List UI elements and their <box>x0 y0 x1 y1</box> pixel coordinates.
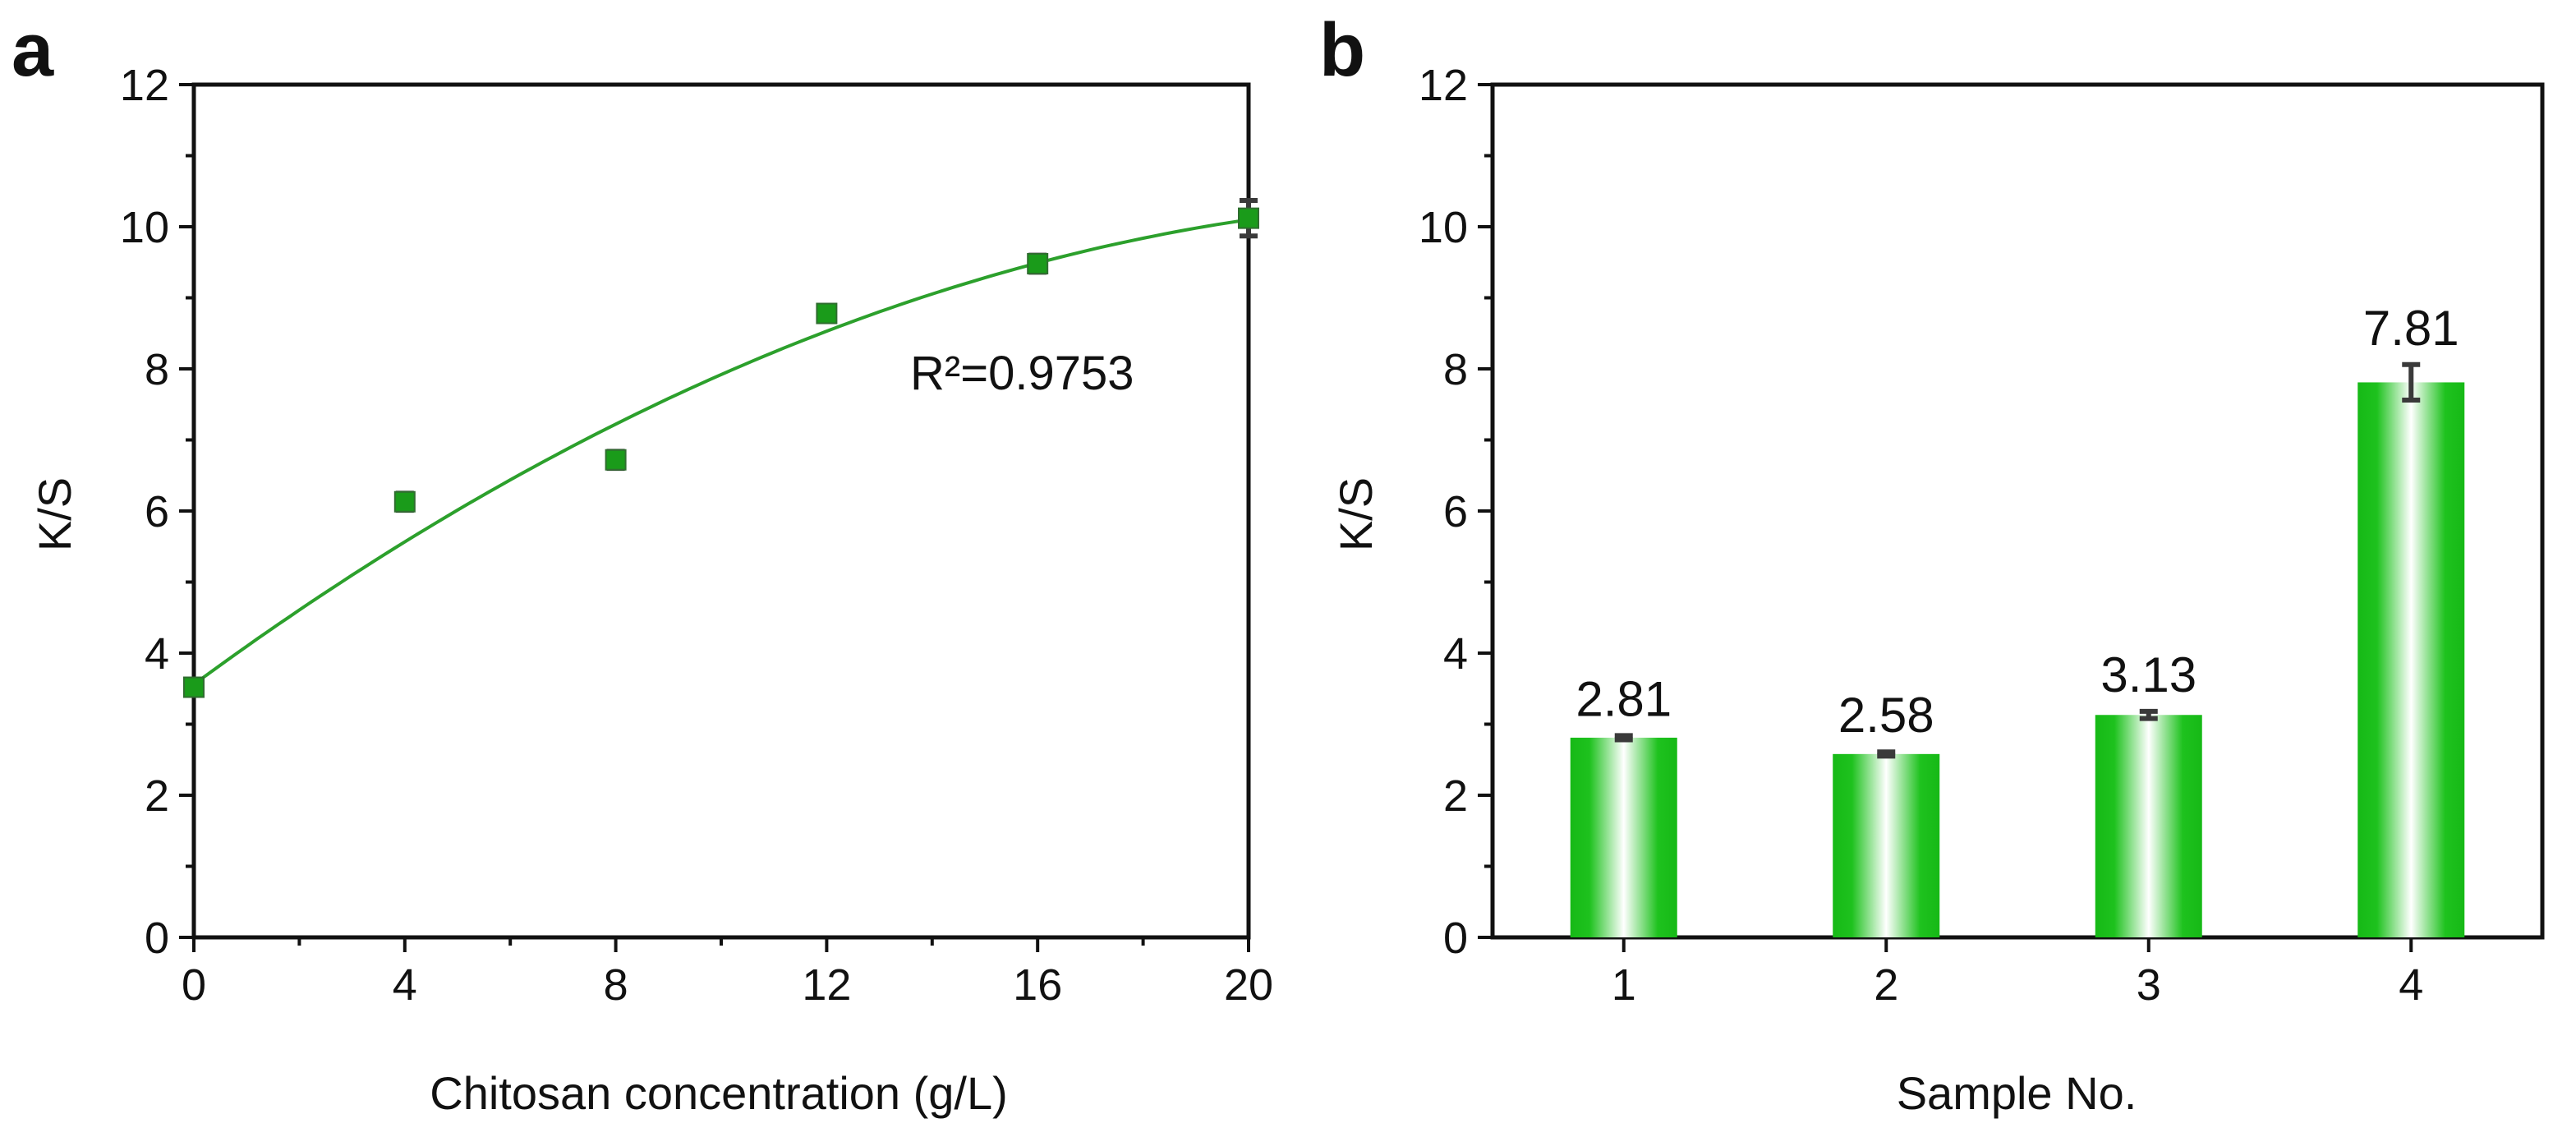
panel-a-marker <box>816 302 838 325</box>
panel-a-plot-frame <box>191 82 1251 940</box>
panel-b-letter: b <box>1319 8 1365 92</box>
panel-b-bar-group: 2.81 <box>1570 671 1677 937</box>
panel-a-y-tick-label: 8 <box>145 345 169 394</box>
panel-a: a 0 2 4 6 8 10 12 0 4 8 12 16 20 R²=0.9753 Chitosan … <box>12 8 1273 1119</box>
panel-b-ticks <box>1478 83 2413 952</box>
panel-b-x-tick-label: 2 <box>1874 960 1898 1010</box>
panel-b-y-tick-label: 6 <box>1443 487 1468 536</box>
panel-b-data-label: 2.58 <box>1838 688 1934 743</box>
panel-a-y-tick-label: 2 <box>145 771 169 821</box>
panel-a-point <box>393 490 416 513</box>
panel-a-ticks <box>179 83 1250 952</box>
panel-b-data-label: 7.81 <box>2363 301 2459 356</box>
panel-b-x-tick-label: 4 <box>2399 960 2423 1010</box>
panel-a-x-tick-label: 12 <box>802 960 851 1010</box>
panel-b-y-tick-label: 0 <box>1443 914 1468 963</box>
panel-a-x-tick-label: 16 <box>1013 960 1062 1010</box>
panel-a-x-axis-label: Chitosan concentration (g/L) <box>430 1067 1008 1119</box>
panel-a-marker <box>1027 252 1049 274</box>
panel-b-y-tick-label: 2 <box>1443 771 1468 821</box>
panel-a-x-tick-label: 20 <box>1224 960 1273 1010</box>
panel-a-marker <box>1238 207 1259 229</box>
panel-a-y-tick-label: 12 <box>120 61 169 110</box>
panel-a-y-tick-label: 6 <box>145 487 169 536</box>
panel-a-r-squared: R²=0.9753 <box>910 347 1134 400</box>
panel-b-data-label: 3.13 <box>2100 647 2196 702</box>
panel-a-tick-labels: 0 2 4 6 8 10 12 0 4 8 12 16 20 <box>120 61 1273 1010</box>
panel-a-marker <box>183 676 205 698</box>
panel-a-letter: a <box>12 8 54 92</box>
panel-a-x-tick-label: 0 <box>182 960 206 1010</box>
panel-b-bar <box>1833 753 1940 937</box>
panel-b-x-axis-label: Sample No. <box>1897 1067 2137 1119</box>
panel-a-marker <box>393 490 416 513</box>
panel-a-point <box>1238 197 1259 239</box>
panel-a-fit-curve <box>192 218 1249 686</box>
panel-a-point <box>1027 252 1049 275</box>
panel-a-y-tick-label: 0 <box>145 914 169 963</box>
panel-a-x-tick-label: 8 <box>604 960 628 1010</box>
panel-b-bars: 2.81 2.58 3.13 7.81 <box>1570 301 2465 937</box>
panel-b-bar <box>2095 715 2202 937</box>
panel-b-bar-group: 3.13 <box>2095 647 2202 937</box>
panel-b-y-axis-label: K/S <box>1330 477 1382 551</box>
panel-b-y-tick-label: 10 <box>1419 203 1468 252</box>
panel-b-bar-group: 2.58 <box>1833 688 1940 937</box>
panel-b-x-tick-label: 1 <box>1612 960 1636 1010</box>
panel-a-y-tick-label: 4 <box>145 629 169 679</box>
panel-b-bar-group: 7.81 <box>2358 301 2465 937</box>
panel-b-data-label: 2.81 <box>1576 671 1672 726</box>
panel-a-y-axis-label: K/S <box>29 477 80 551</box>
panel-a-point <box>183 676 205 698</box>
panel-a-marker <box>605 449 627 471</box>
panel-b-y-tick-label: 4 <box>1443 629 1468 679</box>
panel-a-y-tick-label: 10 <box>120 203 169 252</box>
panel-b-y-tick-label: 8 <box>1443 345 1468 394</box>
panel-b-bar <box>2358 382 2465 937</box>
panel-a-point <box>605 449 627 472</box>
panel-b-x-tick-label: 3 <box>2137 960 2161 1010</box>
panel-a-x-tick-label: 4 <box>393 960 417 1010</box>
panel-a-data-points <box>183 197 1259 698</box>
panel-b-y-tick-label: 12 <box>1419 61 1468 110</box>
panel-a-point <box>816 302 838 325</box>
panel-b-bar <box>1570 737 1677 937</box>
